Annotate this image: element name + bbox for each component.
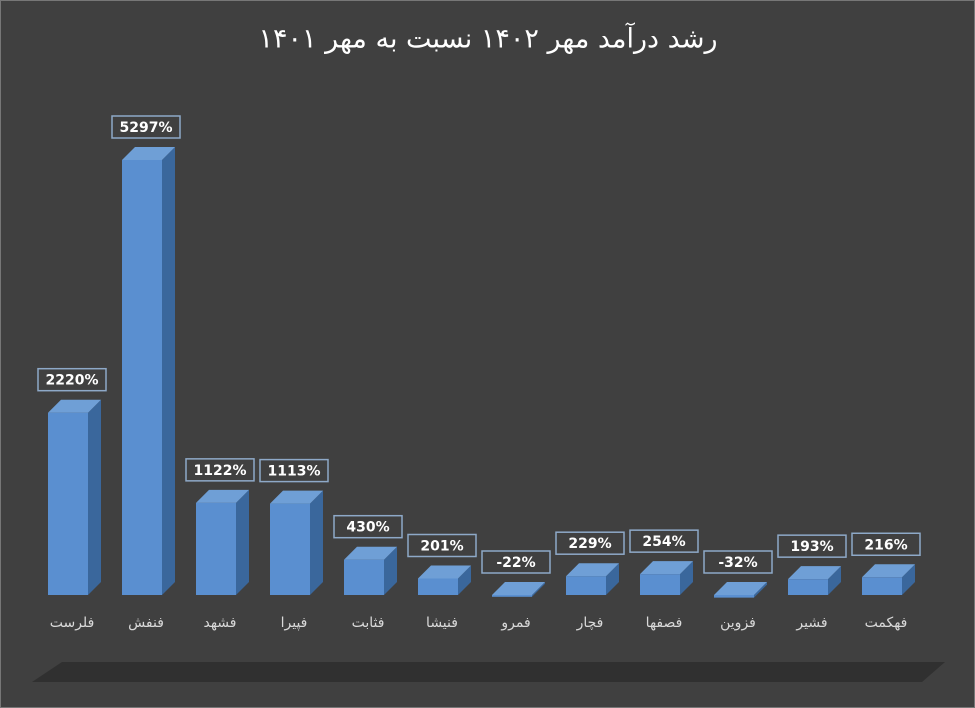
bar-side bbox=[88, 399, 101, 595]
bar-side bbox=[162, 147, 175, 595]
x-tick-label: فثابت bbox=[352, 615, 385, 631]
bar-side bbox=[310, 490, 323, 595]
x-tick-label: فنفش bbox=[128, 615, 164, 631]
bar-top bbox=[418, 565, 471, 579]
x-tick-label: فشیر bbox=[795, 615, 827, 631]
bar bbox=[196, 502, 236, 595]
value-label: 216% bbox=[864, 537, 907, 553]
bar bbox=[566, 576, 606, 595]
value-label-box bbox=[851, 532, 921, 557]
value-label: 193% bbox=[790, 539, 833, 555]
bar-side bbox=[902, 564, 915, 595]
value-label-box bbox=[185, 458, 255, 482]
bar bbox=[714, 595, 754, 598]
bar bbox=[344, 559, 384, 595]
x-tick-label: فپیرا bbox=[281, 615, 308, 631]
bar-top bbox=[788, 566, 841, 580]
floor bbox=[32, 662, 945, 682]
value-label-box bbox=[407, 533, 477, 558]
value-label: 229% bbox=[568, 536, 611, 552]
bar bbox=[270, 503, 310, 595]
x-tick-label: فشهد bbox=[204, 615, 237, 631]
x-tick-label: فزوین bbox=[720, 615, 756, 631]
value-label-box bbox=[481, 550, 551, 574]
bar-side bbox=[384, 546, 397, 595]
value-label: -32% bbox=[718, 555, 757, 571]
bar-side bbox=[754, 582, 767, 598]
value-label-box bbox=[111, 115, 181, 139]
value-label: 1113% bbox=[268, 464, 321, 480]
bar bbox=[122, 160, 162, 595]
bar-side bbox=[236, 489, 249, 595]
bar-side bbox=[828, 566, 841, 595]
bar-side bbox=[532, 582, 545, 597]
x-tick-label: فنیشا bbox=[426, 615, 458, 631]
bar-top bbox=[48, 399, 101, 413]
bar-side bbox=[680, 561, 693, 595]
bar-top bbox=[196, 489, 249, 503]
value-label: 1122% bbox=[194, 463, 247, 479]
bar-top bbox=[714, 582, 767, 595]
value-label-box bbox=[259, 458, 329, 483]
bar bbox=[862, 577, 902, 595]
value-label: 5297% bbox=[120, 120, 173, 136]
value-label: 254% bbox=[642, 534, 685, 550]
bar-side bbox=[606, 563, 619, 595]
value-label-box bbox=[629, 529, 699, 553]
bar-top bbox=[640, 561, 693, 575]
bar-side bbox=[458, 565, 471, 595]
value-label-box bbox=[37, 367, 107, 392]
value-label-box bbox=[777, 534, 847, 558]
value-label-box bbox=[333, 514, 403, 539]
chart-title: رشد درآمد مهر ۱۴۰۲ نسبت به مهر ۱۴۰۱ bbox=[258, 23, 717, 55]
value-label-box bbox=[703, 550, 773, 574]
bar-top bbox=[270, 490, 323, 504]
value-label: 430% bbox=[346, 520, 389, 536]
bar-top bbox=[862, 564, 915, 578]
bar bbox=[788, 579, 828, 595]
x-tick-label: فچار bbox=[576, 615, 604, 631]
x-tick-label: فلرست bbox=[50, 615, 95, 631]
bar-top bbox=[492, 582, 545, 595]
value-label: 2220% bbox=[46, 373, 99, 389]
value-label: 201% bbox=[420, 538, 463, 554]
bar-top bbox=[344, 546, 397, 560]
bar-top bbox=[122, 147, 175, 160]
bar bbox=[640, 574, 680, 595]
x-tick-label: فهکمت bbox=[865, 615, 908, 631]
bar-top bbox=[566, 563, 619, 577]
x-tick-label: فصفها bbox=[646, 615, 683, 631]
bar bbox=[492, 595, 532, 597]
x-tick-label: فمرو bbox=[500, 615, 530, 631]
bar bbox=[418, 578, 458, 595]
value-label: -22% bbox=[496, 555, 535, 571]
bar bbox=[48, 412, 88, 595]
value-label-box bbox=[555, 531, 625, 555]
